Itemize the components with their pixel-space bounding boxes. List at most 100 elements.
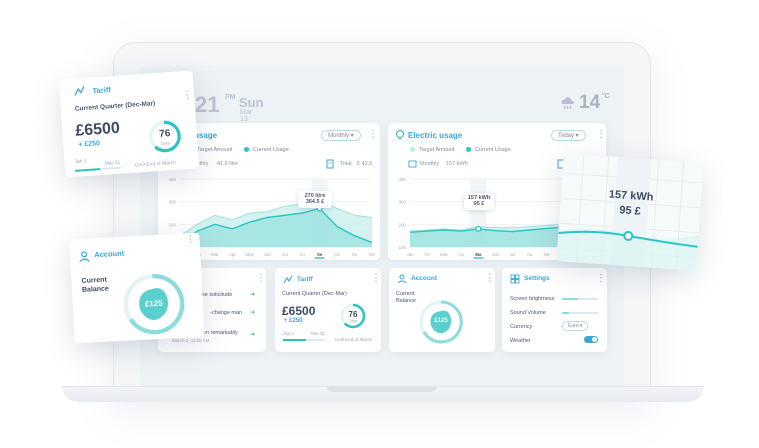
water-tooltip-line1: 270 litre bbox=[304, 193, 326, 199]
water-monthly-value: 41.6 litre bbox=[217, 161, 239, 167]
water-tooltip: 270 litre 364.5 £ bbox=[298, 191, 332, 208]
clock: 21 PM Sun Mar 13 bbox=[195, 92, 264, 123]
clock-time: 21 bbox=[195, 92, 220, 117]
series-area bbox=[180, 208, 372, 247]
x-tick-label: Se bbox=[544, 252, 550, 257]
float-account-label: Current Balance bbox=[81, 276, 110, 294]
list-item-2-arrow-icon[interactable]: ➜ bbox=[250, 310, 256, 316]
tariff-more-icon[interactable]: ⋮ bbox=[371, 273, 381, 284]
x-tick-label: Jul bbox=[510, 252, 516, 257]
electric-monthly-value: 157 kWh bbox=[446, 161, 468, 167]
tariff-to: Mar 31 bbox=[311, 331, 326, 336]
weather-toggle-knob bbox=[592, 337, 597, 342]
water-more-icon[interactable]: ⋮ bbox=[368, 129, 378, 140]
float-tariff-more-icon[interactable]: ⋮ bbox=[181, 89, 193, 102]
settings-title: Settings bbox=[524, 275, 550, 282]
x-tick-label: May bbox=[246, 252, 255, 257]
float-account-title: Account bbox=[93, 248, 125, 260]
electric-period-select[interactable]: Today ▾ bbox=[551, 130, 586, 141]
float-zoom-chart bbox=[556, 154, 703, 271]
electric-card-title: Electric usage bbox=[408, 131, 463, 140]
electric-legend: Target Amount Current Usage bbox=[410, 147, 511, 153]
lightbulb-icon bbox=[395, 129, 405, 140]
float-tariff-sub-amount: + £250 bbox=[78, 140, 101, 149]
list-item-2-text: -change man bbox=[210, 310, 243, 316]
y-tick-label: 200 bbox=[398, 222, 406, 227]
x-tick-label: Ap bbox=[459, 252, 465, 257]
account-balance-gauge bbox=[419, 300, 463, 344]
tariff-card: Tariff ⋮ Current Quarter (Dec-Mar) £6500… bbox=[275, 268, 381, 352]
y-tick-label: 400 bbox=[168, 177, 176, 182]
setting-weather-label: Weather bbox=[510, 338, 531, 344]
water-tooltip-line2: 364.5 £ bbox=[305, 199, 325, 205]
x-tick-label: Fe bbox=[424, 252, 430, 257]
tariff-title: Tariff bbox=[297, 276, 313, 283]
legend-target-dot bbox=[410, 147, 415, 153]
y-tick-label: 100 bbox=[398, 245, 406, 250]
float-tariff-progress-track bbox=[75, 166, 122, 172]
float-tariff-subtitle: Current Quarter (Dec-Mar) bbox=[74, 100, 156, 113]
weather-unit: °C bbox=[602, 93, 610, 100]
tariff-progress-track bbox=[283, 339, 325, 341]
tariff-sub-amount: + £250 bbox=[284, 318, 303, 324]
float-zoom-point bbox=[623, 230, 634, 241]
tariff-icon bbox=[283, 275, 293, 284]
account-card: Account ⋮ Current Balance £125 bbox=[389, 268, 495, 352]
list-item-1-text: se solicitude bbox=[202, 292, 233, 298]
tariff-from: Jan 1 bbox=[283, 331, 295, 336]
y-tick-label: 300 bbox=[398, 200, 406, 205]
series-line bbox=[179, 207, 373, 244]
float-account-more-icon[interactable]: ⋮ bbox=[185, 233, 196, 246]
float-tariff-ring-caption: Until End of March bbox=[134, 159, 177, 169]
x-tick-label: Jun bbox=[264, 252, 272, 257]
setting-currency-label: Currency bbox=[510, 324, 533, 330]
x-tick-label: Mar bbox=[211, 252, 219, 257]
water-card-title: usage bbox=[194, 131, 218, 140]
clock-date: Mar 13 bbox=[240, 109, 253, 123]
x-tick-label: Oc bbox=[334, 252, 341, 257]
settings-more-icon[interactable]: ⋮ bbox=[596, 273, 606, 284]
water-period-label: Monthly bbox=[328, 133, 350, 139]
weather-toggle[interactable] bbox=[584, 336, 598, 343]
x-tick-label: Apr bbox=[229, 252, 237, 257]
brightness-slider[interactable] bbox=[562, 298, 598, 300]
laptop-base bbox=[62, 386, 704, 402]
electric-more-icon[interactable]: ⋮ bbox=[596, 129, 606, 140]
volume-slider-fill bbox=[562, 312, 570, 314]
clock-ampm: PM bbox=[225, 94, 236, 101]
electric-monthly-label: Monthly bbox=[420, 161, 440, 167]
legend-current-label: Current Usage bbox=[475, 147, 511, 153]
clock-day: Sun bbox=[239, 95, 264, 110]
currency-select[interactable]: Euro ▾ bbox=[562, 321, 589, 331]
legend-current-dot bbox=[466, 147, 471, 153]
tariff-progress-ring bbox=[340, 303, 366, 329]
legend-target-label: Target Amount bbox=[197, 147, 233, 153]
account-more-icon[interactable]: ⋮ bbox=[485, 273, 495, 284]
float-tariff-from: Jan 1 bbox=[74, 158, 87, 165]
settings-card: Settings ⋮ Screen brightness Sound Volum… bbox=[502, 268, 607, 352]
setting-volume-label: Sound Volume bbox=[510, 310, 546, 316]
settings-grid-icon bbox=[510, 274, 520, 284]
float-account-balance-gauge bbox=[123, 274, 185, 335]
legend-current-dot bbox=[244, 147, 249, 153]
volume-slider[interactable] bbox=[562, 312, 598, 314]
electric-tooltip-line1: 157 kWh bbox=[467, 195, 491, 201]
x-tick-label: No bbox=[352, 252, 358, 257]
brightness-slider-fill bbox=[562, 298, 579, 300]
list-item-1-arrow-icon[interactable]: ➜ bbox=[250, 292, 256, 298]
float-chart-zoom: 157 kWh 95 £ bbox=[556, 153, 704, 271]
x-tick-label: Au bbox=[299, 252, 305, 257]
setting-brightness-label: Screen brightness bbox=[510, 296, 555, 302]
x-tick-label: Jun bbox=[492, 252, 500, 257]
notifications-more-icon[interactable]: ⋮ bbox=[256, 273, 266, 284]
cloud-rain-icon bbox=[561, 97, 575, 110]
water-period-select[interactable]: Monthly ▾ bbox=[321, 130, 361, 141]
y-tick-label: 300 bbox=[168, 200, 176, 205]
list-item-3-arrow-icon[interactable]: ➜ bbox=[250, 332, 256, 338]
tariff-subtitle: Current Quarter (Dec-Mar) bbox=[282, 291, 347, 297]
water-legend: Target Amount Current Usage bbox=[188, 147, 289, 153]
float-user-icon bbox=[79, 251, 90, 263]
legend-target-label: Target Amount bbox=[419, 147, 455, 153]
account-balance: £125 bbox=[434, 318, 448, 324]
